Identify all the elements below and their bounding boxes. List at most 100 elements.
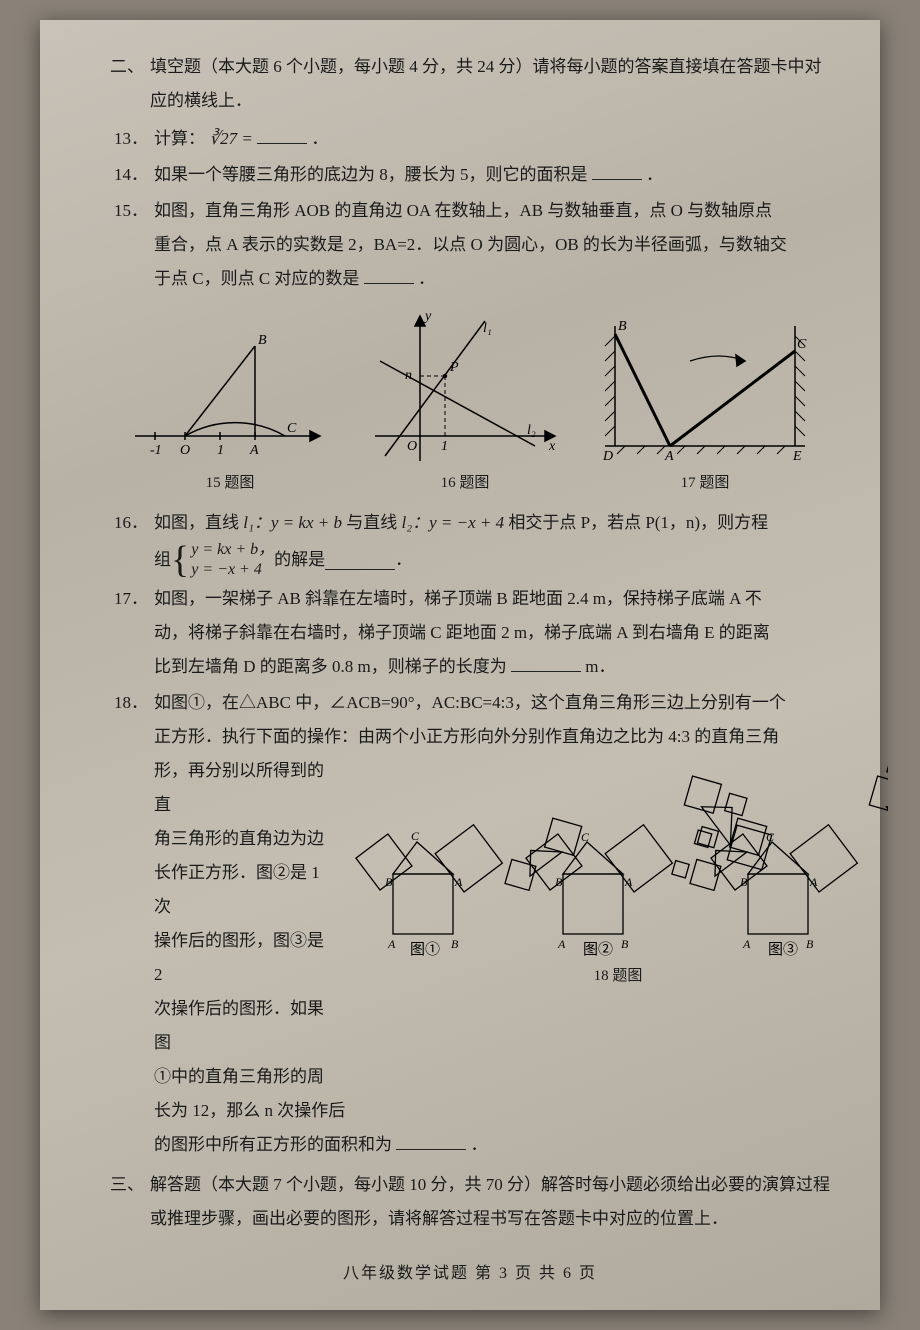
- svg-text:O: O: [180, 443, 190, 458]
- svg-text:C: C: [581, 830, 590, 844]
- q18-t3: 长作正方形．图②是 1 次: [154, 856, 334, 924]
- q16-post: ．: [395, 543, 412, 577]
- q16-body: 如图，直线 l₁：y = kx + b 与直线 l₂：y = −x + 4 相交…: [154, 506, 830, 580]
- figure-row-15-16-17: -1 O 1 A B C 15 题图: [110, 306, 830, 498]
- q18-side-text: 形，再分别以所得到的直 角三角形的直角边为边 长作正方形．图②是 1 次 操作后…: [154, 754, 334, 1094]
- q18-t5: 次操作后的图形．如果图: [154, 992, 334, 1060]
- q14-body: 如果一个等腰三角形的底边为 8，腰长为 5，则它的面积是 ．: [154, 158, 830, 192]
- q18-l4-wrap: 的图形中所有正方形的面积和为 ．: [154, 1128, 888, 1162]
- section-3-num: 三、: [110, 1168, 150, 1202]
- figure-16-caption: 16 题图: [365, 468, 565, 498]
- question-17: 17． 如图，一架梯子 AB 斜靠在左墙时，梯子顶端 B 距地面 2.4 m，保…: [110, 582, 830, 684]
- q16-line1: 如图，直线 l₁：y = kx + b 与直线 l₂：y = −x + 4 相交…: [154, 506, 830, 540]
- svg-text:A: A: [557, 937, 566, 951]
- q16-l2a: 组: [154, 543, 171, 577]
- figure-15-caption: 15 题图: [125, 468, 335, 498]
- q18-t1: 形，再分别以所得到的直: [154, 754, 334, 822]
- figure-18-svg: BA C AB 图①: [348, 754, 888, 959]
- svg-text:A: A: [249, 443, 259, 458]
- svg-text:B: B: [806, 937, 814, 951]
- q17-l1: 如图，一架梯子 AB 斜靠在左墙时，梯子顶端 B 距地面 2.4 m，保持梯子底…: [154, 582, 830, 616]
- q15-l2: 重合，点 A 表示的实数是 2，BA=2．以点 O 为圆心，OB 的长为半径画弧…: [154, 228, 830, 262]
- q15-l3: 于点 C，则点 C 对应的数是: [154, 269, 359, 288]
- svg-text:B: B: [621, 937, 629, 951]
- svg-text:E: E: [792, 449, 802, 464]
- svg-text:1: 1: [441, 439, 448, 454]
- figure-15-svg: -1 O 1 A B C: [125, 316, 335, 466]
- q16-l2b: 的解是: [274, 543, 325, 577]
- q17-body: 如图，一架梯子 AB 斜靠在左墙时，梯子顶端 B 距地面 2.4 m，保持梯子底…: [154, 582, 830, 684]
- svg-text:B: B: [555, 875, 563, 889]
- q17-num: 17．: [110, 582, 154, 616]
- svg-text:l₂: l₂: [527, 423, 536, 438]
- svg-text:A: A: [664, 449, 674, 464]
- svg-text:图②: 图②: [583, 941, 613, 958]
- q13-num: 13．: [110, 122, 154, 156]
- question-15: 15． 如图，直角三角形 AOB 的直角边 OA 在数轴上，AB 与数轴垂直，点…: [110, 194, 830, 296]
- q13-body: 计算： ∛27 = ．: [154, 122, 830, 156]
- q14-num: 14．: [110, 158, 154, 192]
- q17-l2: 动，将梯子斜靠在右墙时，梯子顶端 C 距地面 2 m，梯子底端 A 到右墙角 E…: [154, 616, 830, 650]
- figure-17-caption: 17 题图: [595, 468, 815, 498]
- svg-text:C: C: [287, 421, 297, 436]
- q18-t4: 操作后的图形，图③是 2: [154, 924, 334, 992]
- svg-text:1: 1: [217, 443, 224, 458]
- q18-l2: 正方形．执行下面的操作：由两个小正方形向外分别作直角边之比为 4:3 的直角三角: [154, 720, 888, 754]
- q14-blank: [592, 160, 642, 180]
- section-2-num: 二、: [110, 50, 150, 84]
- q13-expr: ∛27 =: [209, 129, 253, 148]
- svg-text:B: B: [451, 937, 459, 951]
- q15-post: ．: [418, 269, 435, 288]
- exam-page: 二、 填空题（本大题 6 个小题，每小题 4 分，共 24 分）请将每小题的答案…: [40, 20, 880, 1310]
- q17-unit: m．: [585, 657, 615, 676]
- q14-post: ．: [646, 165, 663, 184]
- q18-t2: 角三角形的直角边为边: [154, 822, 334, 856]
- q16-l1b: l₁：y = kx + b: [243, 513, 342, 532]
- left-brace-icon: {: [171, 541, 189, 579]
- svg-text:A: A: [624, 875, 633, 889]
- figure-16: y x O 1 n P l₁ l₂ 16 题图: [365, 306, 565, 498]
- q18-l4: 的图形中所有正方形的面积和为: [154, 1135, 392, 1154]
- svg-text:C: C: [797, 337, 807, 352]
- q18-post: ．: [471, 1135, 488, 1154]
- svg-text:x: x: [548, 439, 556, 454]
- q17-blank: [511, 652, 581, 672]
- q18-l3: 长为 12，那么 n 次操作后: [154, 1094, 888, 1128]
- q15-num: 15．: [110, 194, 154, 228]
- section-3-header: 三、 解答题（本大题 7 个小题，每小题 10 分，共 70 分）解答时每小题必…: [110, 1168, 830, 1236]
- question-18: 18． 如图①，在△ABC 中，∠ACB=90°，AC:BC=4:3，这个直角三…: [110, 686, 830, 1162]
- q15-l1: 如图，直角三角形 AOB 的直角边 OA 在数轴上，AB 与数轴垂直，点 O 与…: [154, 194, 830, 228]
- q18-body: 如图①，在△ABC 中，∠ACB=90°，AC:BC=4:3，这个直角三角形三边…: [154, 686, 888, 1162]
- svg-text:y: y: [423, 309, 432, 324]
- figure-17: B D A E C 17 题图: [595, 306, 815, 498]
- q18-blank: [396, 1130, 466, 1150]
- q16-blank: [325, 550, 395, 570]
- section-3-l1: 解答题（本大题 7 个小题，每小题 10 分，共 70 分）解答时每小题必须给出…: [150, 1168, 830, 1202]
- svg-text:B: B: [740, 875, 748, 889]
- svg-text:图③: 图③: [768, 941, 798, 958]
- question-13: 13． 计算： ∛27 = ．: [110, 122, 830, 156]
- q14-text: 如果一个等腰三角形的底边为 8，腰长为 5，则它的面积是: [154, 165, 588, 184]
- q15-blank: [364, 264, 414, 284]
- svg-text:C: C: [766, 830, 775, 844]
- figure-18-caption: 18 题图: [348, 961, 888, 991]
- q13-pre: 计算：: [154, 129, 205, 148]
- q16-system: { y = kx + b， y = −x + 4: [171, 540, 274, 580]
- figure-16-svg: y x O 1 n P l₁ l₂: [365, 306, 565, 466]
- q18-wrap: 形，再分别以所得到的直 角三角形的直角边为边 长作正方形．图②是 1 次 操作后…: [154, 754, 888, 1094]
- q15-body: 如图，直角三角形 AOB 的直角边 OA 在数轴上，AB 与数轴垂直，点 O 与…: [154, 194, 830, 296]
- svg-text:-1: -1: [150, 443, 162, 458]
- q16-num: 16．: [110, 506, 154, 540]
- svg-text:A: A: [454, 875, 463, 889]
- svg-text:B: B: [258, 333, 267, 348]
- q17-l3: 比到左墙角 D 的距离多 0.8 m，则梯子的长度为: [154, 657, 507, 676]
- q16-l1e: 相交于点 P，若点 P(1，n)，则方程: [508, 513, 768, 532]
- question-14: 14． 如果一个等腰三角形的底边为 8，腰长为 5，则它的面积是 ．: [110, 158, 830, 192]
- svg-text:A: A: [387, 937, 396, 951]
- q18-num: 18．: [110, 686, 154, 720]
- q16-eq1: y = kx + b，: [191, 540, 274, 560]
- q16-l1d: l₂：y = −x + 4: [401, 513, 504, 532]
- svg-text:l₁: l₁: [483, 321, 492, 336]
- svg-text:B: B: [385, 875, 393, 889]
- q16-eq2: y = −x + 4: [191, 560, 274, 580]
